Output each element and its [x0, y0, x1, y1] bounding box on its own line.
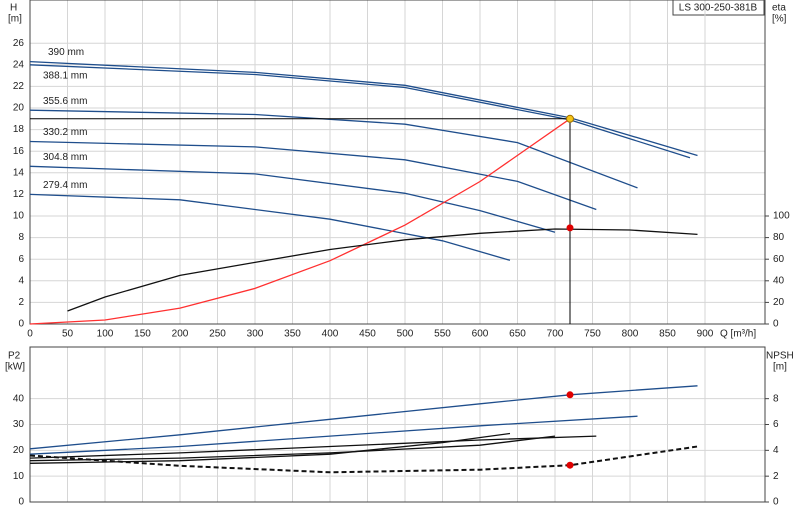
curve — [29, 385, 698, 450]
x-tick-label: 0 — [27, 329, 33, 340]
y-tick-label: 4 — [18, 275, 24, 286]
x-tick-label: 800 — [622, 329, 639, 340]
y-axis-label: P2 — [8, 351, 21, 362]
x-tick-label: 100 — [97, 329, 114, 340]
curve — [29, 118, 571, 325]
chart-title: LS 300-250-381B — [679, 3, 758, 14]
x-tick-label: 200 — [172, 329, 189, 340]
y-tick-label: 20 — [13, 445, 25, 456]
curve — [29, 415, 638, 455]
y2-tick-label: 0 — [773, 497, 779, 508]
x-tick-label: 750 — [584, 329, 601, 340]
y-tick-label: 10 — [13, 471, 25, 482]
x-tick-label: 250 — [209, 329, 226, 340]
y-tick-label: 2 — [18, 297, 24, 308]
y2-axis-unit: [%] — [772, 14, 787, 25]
plot-frame — [29, 0, 766, 325]
y2-tick-label: 80 — [773, 232, 785, 243]
y2-curve — [67, 228, 698, 312]
x-tick-label: 350 — [284, 329, 301, 340]
curve — [29, 435, 597, 459]
y2-axis-unit: [m] — [773, 362, 787, 373]
y2-tick-label: 8 — [773, 393, 779, 404]
p2-point — [566, 391, 574, 399]
x-tick-label: 450 — [359, 329, 376, 340]
curve — [29, 193, 511, 261]
y2-curve — [29, 445, 698, 474]
eta-point — [566, 224, 574, 232]
y2-axis-label: eta — [772, 3, 786, 14]
y-tick-label: 16 — [13, 146, 25, 157]
y-tick-label: 10 — [13, 211, 25, 222]
y2-tick-label: 60 — [773, 254, 785, 265]
x-tick-label: 700 — [547, 329, 564, 340]
x-tick-label: 650 — [509, 329, 526, 340]
x-tick-label: 850 — [659, 329, 676, 340]
y-tick-label: 30 — [13, 419, 25, 430]
x-tick-label: 550 — [434, 329, 451, 340]
y2-tick-label: 6 — [773, 419, 779, 430]
y-axis-unit: [kW] — [5, 362, 25, 373]
y-tick-label: 40 — [13, 393, 25, 404]
curve — [29, 140, 597, 211]
y-axis-unit: [m] — [8, 14, 22, 25]
curve — [29, 109, 638, 189]
curve-label: 355.6 mm — [43, 96, 87, 107]
x-axis-label: Q [m³/h] — [720, 329, 756, 340]
plot-frame — [29, 346, 766, 503]
curve — [29, 64, 691, 159]
y-tick-label: 8 — [18, 232, 24, 243]
y-tick-label: 12 — [13, 189, 25, 200]
y-tick-label: 22 — [13, 81, 25, 92]
y2-tick-label: 100 — [773, 211, 790, 222]
x-tick-label: 300 — [247, 329, 264, 340]
curve-label: 330.2 mm — [43, 127, 87, 138]
y-tick-label: 0 — [18, 497, 24, 508]
y-tick-label: 18 — [13, 124, 25, 135]
y2-tick-label: 20 — [773, 297, 785, 308]
curve-label: 279.4 mm — [43, 180, 87, 191]
x-tick-label: 900 — [697, 329, 714, 340]
y-tick-label: 0 — [18, 319, 24, 330]
curve — [29, 60, 698, 157]
y2-axis-label: NPSH — [766, 351, 794, 362]
curve — [29, 165, 556, 233]
y-tick-label: 20 — [13, 103, 25, 114]
y-axis-label: H — [10, 3, 17, 14]
x-tick-label: 150 — [134, 329, 151, 340]
npsh-point — [566, 461, 574, 469]
y2-tick-label: 40 — [773, 275, 785, 286]
y-tick-label: 24 — [13, 59, 25, 70]
y-tick-label: 26 — [13, 38, 25, 49]
x-tick-label: 500 — [397, 329, 414, 340]
curve-label: 304.8 mm — [43, 152, 87, 163]
y-tick-label: 14 — [13, 167, 25, 178]
title-box — [672, 0, 765, 16]
x-tick-label: 400 — [322, 329, 339, 340]
y2-tick-label: 4 — [773, 445, 779, 456]
y2-tick-label: 0 — [773, 319, 779, 330]
x-tick-label: 50 — [62, 329, 74, 340]
curve-label: 388.1 mm — [43, 70, 87, 81]
curve — [29, 435, 556, 462]
y2-tick-label: 2 — [773, 471, 779, 482]
duty-point — [566, 114, 574, 123]
y-tick-label: 6 — [18, 254, 24, 265]
curve-label: 390 mm — [48, 47, 84, 58]
x-tick-label: 600 — [472, 329, 489, 340]
